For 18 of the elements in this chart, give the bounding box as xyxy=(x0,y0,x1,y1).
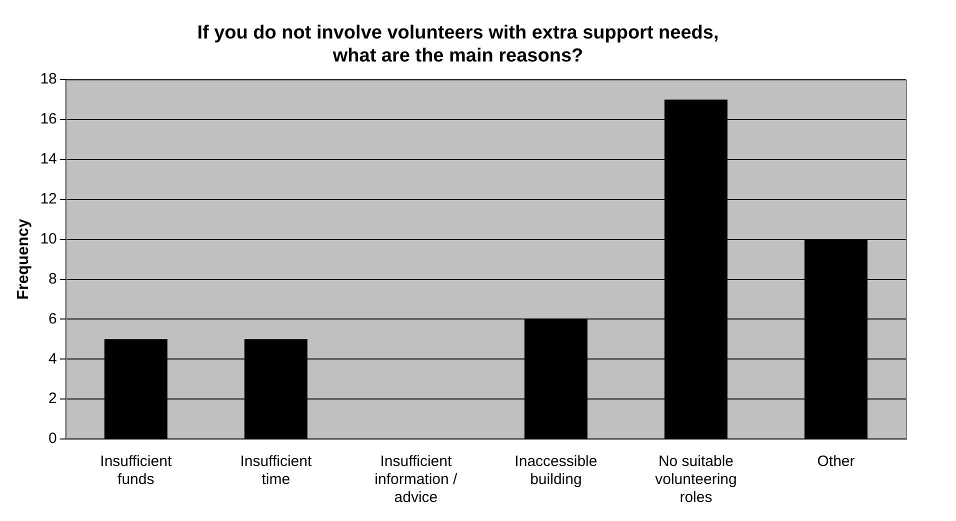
y-axis-title: Frequency xyxy=(15,218,32,300)
x-tick-label: No suitable volunteering roles xyxy=(655,453,737,506)
y-tick-label: 2 xyxy=(48,390,57,408)
y-tick-label: 4 xyxy=(48,350,57,368)
y-tick-label: 16 xyxy=(40,110,57,128)
x-tick-label: Other xyxy=(817,453,855,470)
x-tick-label: Inaccessible building xyxy=(514,453,598,488)
y-tick-label: 14 xyxy=(40,150,57,168)
chart-title: If you do not involve volunteers with extra support needs, what are the main reasons? xyxy=(197,22,719,66)
x-tick-label: Insufficient information / advice xyxy=(374,453,458,506)
y-tick-label: 6 xyxy=(48,310,57,328)
x-tick-label: Insufficient funds xyxy=(100,453,172,488)
x-tick-label: Insufficient time xyxy=(240,453,312,488)
y-tick-label: 8 xyxy=(48,270,57,288)
y-tick-label: 10 xyxy=(40,230,57,248)
y-tick-label: 18 xyxy=(40,70,57,88)
y-tick-label: 12 xyxy=(40,190,57,208)
y-tick-label: 0 xyxy=(48,430,57,448)
